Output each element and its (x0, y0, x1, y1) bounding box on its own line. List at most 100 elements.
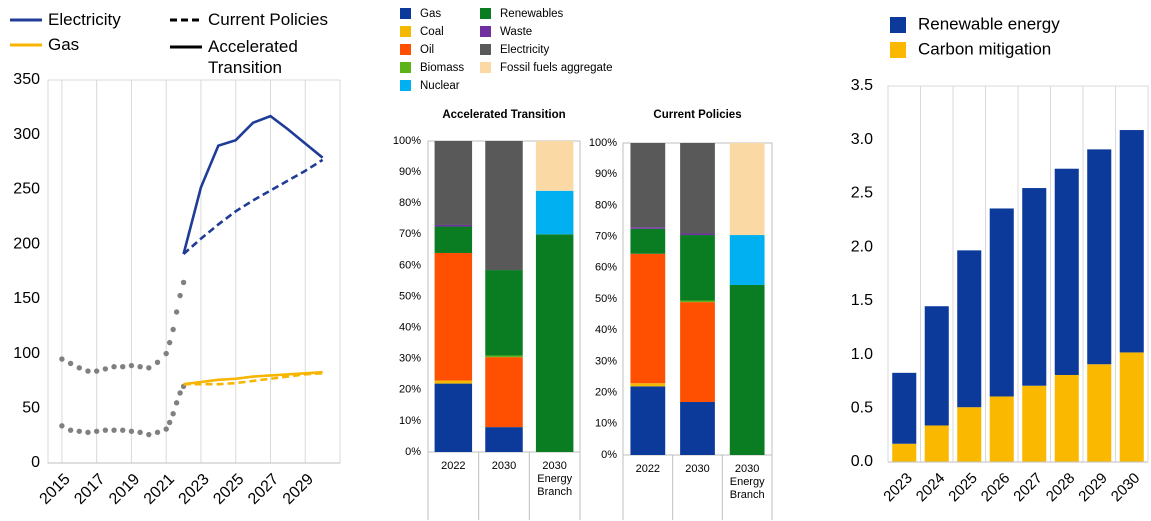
x-tick-label: Branch (537, 486, 572, 498)
bar-segment (680, 143, 715, 234)
bar-segment (989, 208, 1014, 397)
data-point (111, 427, 117, 433)
legend-swatch (400, 8, 411, 19)
legend-swatch (890, 17, 906, 33)
data-point (154, 429, 161, 436)
data-point (120, 364, 126, 370)
data-point (59, 423, 65, 429)
data-point (102, 366, 109, 372)
x-tick-label: 2030 (542, 460, 566, 472)
bar-segment (434, 383, 473, 452)
panel-title: Accelerated Transition (442, 109, 565, 121)
data-point (137, 429, 143, 436)
legend-swatch (400, 26, 411, 37)
bar-segment (535, 234, 574, 452)
legend-item: Current Policies (208, 10, 328, 29)
legend-label: Fossil fuels aggregate (500, 62, 613, 74)
y-tick-label: 150 (13, 290, 40, 307)
data-point (180, 279, 187, 286)
bar-segment (1054, 168, 1079, 375)
x-tick-label: 2028 (1043, 470, 1079, 506)
y-tick-label: 90% (399, 166, 421, 178)
bar-segment (630, 383, 666, 387)
data-point (128, 362, 135, 369)
data-point (170, 411, 176, 417)
data-point (85, 368, 91, 374)
y-tick-label: 100% (589, 137, 617, 149)
bar-segment (485, 427, 523, 452)
series-line (182, 158, 324, 255)
legend-label: Waste (500, 26, 532, 38)
bar-segment (535, 190, 574, 235)
data-point (76, 365, 82, 371)
bar-segment (485, 270, 523, 356)
legend-label: Carbon mitigation (918, 39, 1051, 58)
x-tick-label: Energy (537, 473, 572, 485)
y-tick-label: 60% (595, 262, 617, 274)
bar-segment (1087, 364, 1112, 462)
y-tick-label: 80% (399, 197, 421, 209)
legend-label: Electricity (48, 10, 121, 29)
y-tick-label: 30% (399, 353, 421, 365)
bar-segment (924, 306, 949, 426)
x-tick-label: 2030 (685, 463, 709, 475)
y-tick-label: 50% (399, 290, 421, 302)
data-point (146, 365, 152, 371)
y-tick-label: 350 (13, 71, 40, 88)
bar-segment (1054, 374, 1079, 462)
bar-segment (729, 235, 765, 285)
x-tick-label: Energy (730, 476, 765, 488)
y-tick-label: 70% (399, 228, 421, 240)
x-tick-label: 2021 (141, 471, 178, 508)
data-point (137, 364, 143, 370)
data-point (146, 431, 152, 438)
legend-label: Oil (420, 44, 434, 56)
y-tick-label: 300 (13, 126, 40, 143)
bar-segment (729, 284, 765, 455)
x-tick-label: Branch (730, 489, 765, 501)
legend-label: Renewables (500, 8, 564, 20)
y-tick-label: 0.0 (851, 453, 873, 470)
bar-segment (485, 141, 523, 271)
bar-segment (1119, 352, 1144, 462)
bar-segment (630, 386, 666, 455)
bar-segment (680, 401, 715, 455)
x-tick-label: 2029 (1075, 470, 1111, 506)
legend-item: Electricity (48, 10, 121, 29)
legend-label: Coal (420, 26, 444, 38)
data-point (93, 428, 100, 434)
bar-segment (1087, 149, 1112, 365)
data-point (120, 427, 126, 433)
legend-swatch (480, 62, 491, 73)
legend-swatch (400, 80, 411, 91)
legend-label: Gas (420, 8, 441, 20)
y-tick-label: 40% (595, 324, 617, 336)
y-tick-label: 2.5 (851, 185, 873, 202)
bar-segment (630, 228, 666, 254)
bar-segment (630, 227, 666, 229)
legend-swatch (480, 26, 491, 37)
data-point (128, 428, 135, 434)
x-tick-label: 2023 (176, 471, 213, 508)
x-tick-label: 2017 (71, 471, 108, 508)
x-tick-label: 2025 (945, 470, 981, 506)
x-tick-label: 2030 (735, 463, 759, 475)
legend-label: Renewable energy (918, 14, 1060, 33)
data-point (59, 356, 65, 362)
legend-label: Gas (48, 35, 80, 54)
legend-label: Current Policies (208, 10, 328, 29)
y-tick-label: 70% (595, 231, 617, 243)
bar-segment (924, 425, 949, 462)
data-point (67, 427, 74, 433)
legend-swatch (400, 44, 411, 55)
x-tick-label: 2027 (1010, 470, 1046, 506)
y-tick-label: 80% (595, 199, 617, 211)
x-tick-label: 2023 (880, 470, 916, 506)
y-tick-label: 1.5 (851, 292, 873, 309)
bar-segment (434, 380, 473, 384)
data-point (93, 368, 100, 374)
y-tick-label: 3.0 (851, 131, 873, 148)
bar-segment (680, 302, 715, 402)
bar-segment (434, 141, 473, 225)
